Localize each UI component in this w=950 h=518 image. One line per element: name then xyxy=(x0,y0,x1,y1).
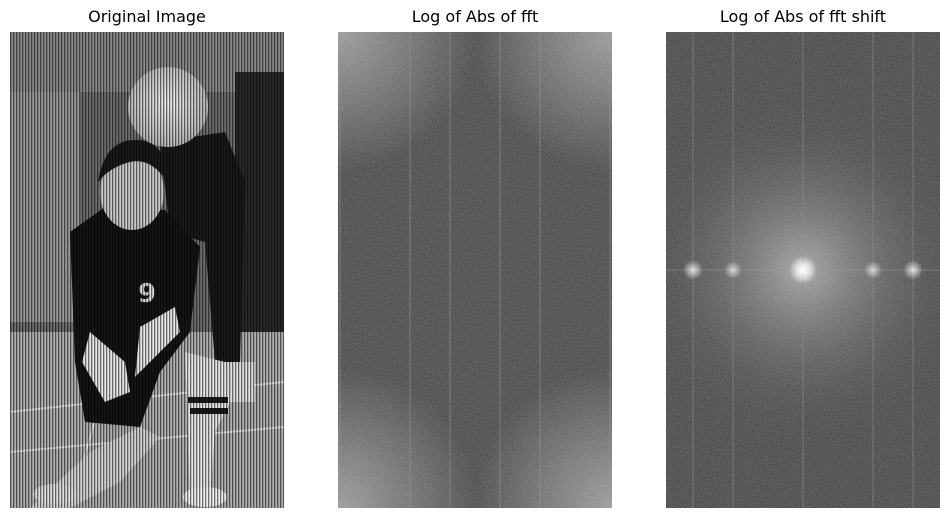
original-image: 9 xyxy=(10,32,284,508)
panel-title-fft-shift: Log of Abs of fft shift xyxy=(719,7,887,26)
panel-title-original: Original Image xyxy=(88,7,206,26)
fft-image xyxy=(338,32,612,508)
panel-title-fft: Log of Abs of fft xyxy=(411,7,539,26)
fft-shift-image xyxy=(666,32,940,508)
